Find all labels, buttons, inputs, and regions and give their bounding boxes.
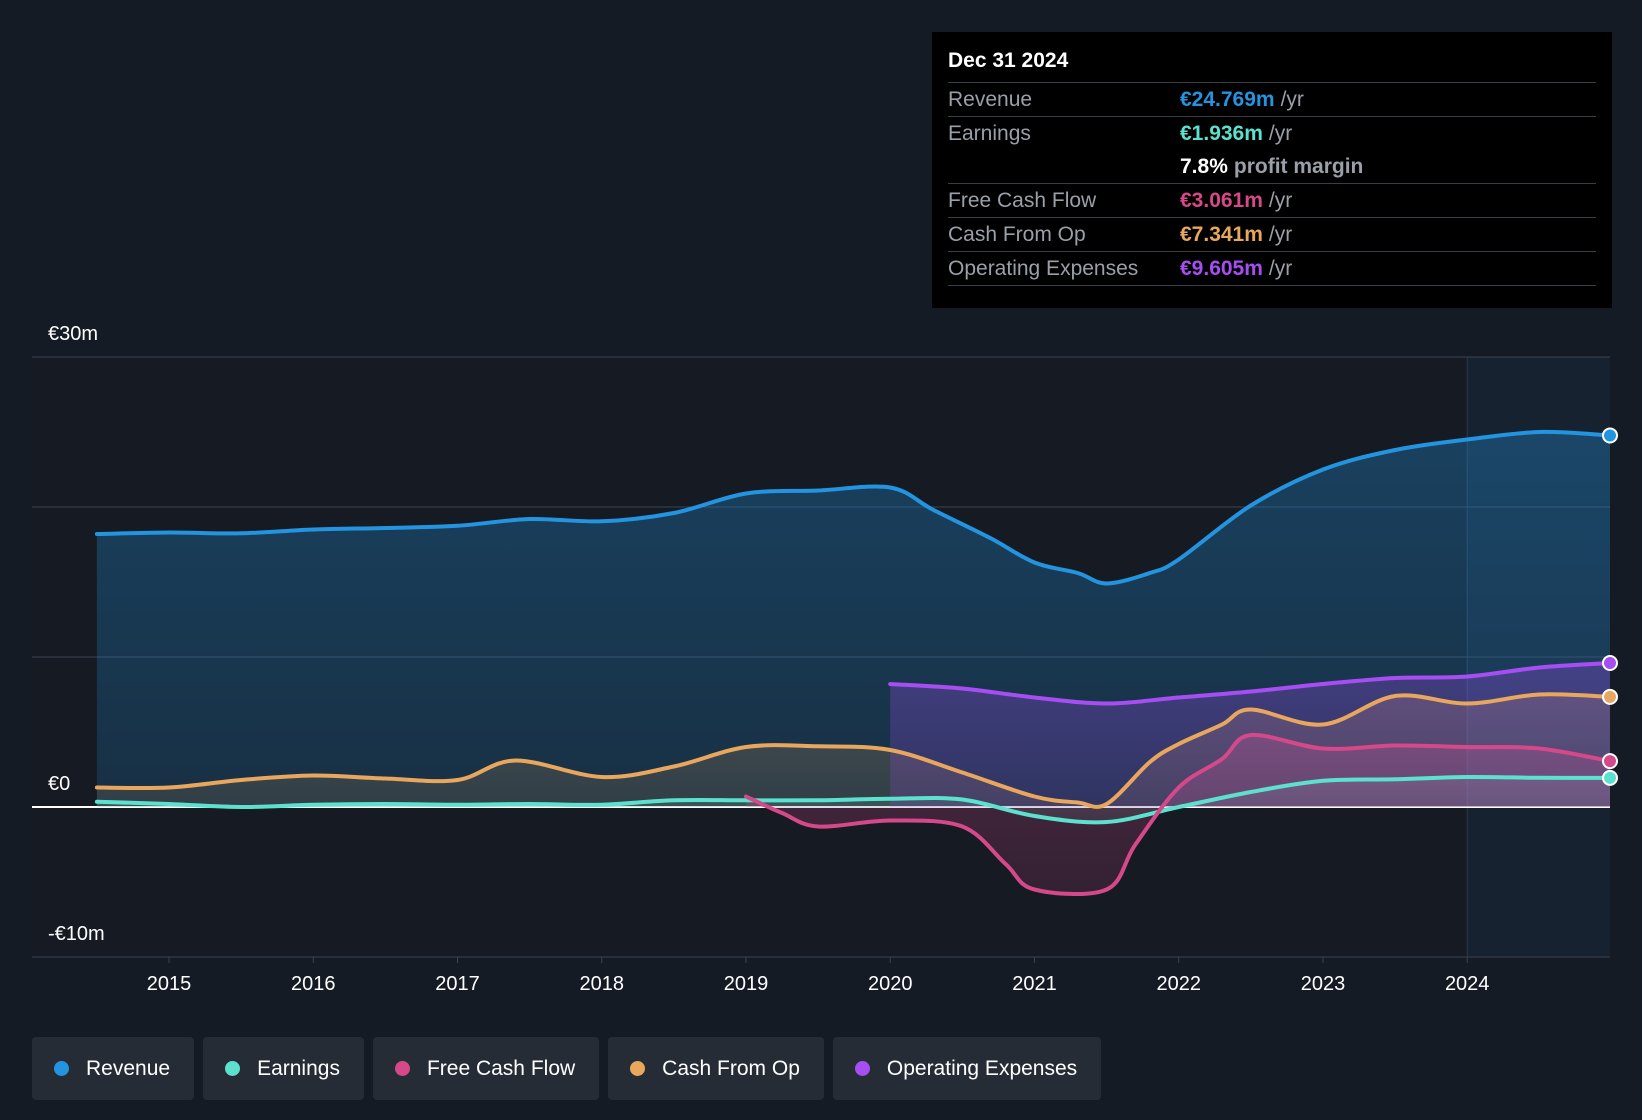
tooltip-row-cfo: Cash From Op €7.341m /yr <box>948 218 1596 252</box>
legend-item-free-cash-flow[interactable]: Free Cash Flow <box>372 1037 600 1100</box>
y-tick-label: -€10m <box>48 923 105 945</box>
legend-label-operating-expenses: Operating Expenses <box>886 1056 1078 1080</box>
tooltip-cfo-unit: /yr <box>1268 222 1293 246</box>
x-tick-label: 2016 <box>291 973 336 995</box>
revenue-end-marker <box>1602 427 1618 444</box>
tooltip-cfo-label: Cash From Op <box>948 222 1086 246</box>
financial-chart: €30m €0 -€10m 2015 2016 2017 2018 2019 2020 2021 2… <box>32 323 1618 995</box>
cash-from-op-end-marker <box>1602 688 1618 705</box>
tooltip-row-margin: 7.8% profit margin <box>948 150 1596 184</box>
operating-expenses-end-marker <box>1602 655 1618 671</box>
tooltip-row-fcf: Free Cash Flow €3.061m /yr <box>948 184 1596 218</box>
y-tick-label: €30m <box>48 323 98 345</box>
tooltip-fcf-value: €3.061m <box>1180 188 1263 212</box>
tooltip-earnings-unit: /yr <box>1268 121 1293 145</box>
y-tick-label: €0 <box>48 773 70 795</box>
tooltip-margin-value: 7.8% <box>1180 154 1228 178</box>
tooltip-opex-label: Operating Expenses <box>948 256 1139 280</box>
tooltip-row-revenue: Revenue €24.769m /yr <box>948 83 1596 117</box>
x-tick-label: 2023 <box>1301 973 1346 995</box>
earnings-dot-icon <box>225 1061 241 1076</box>
tooltip-fcf-label: Free Cash Flow <box>948 188 1097 212</box>
x-tick-label: 2024 <box>1445 973 1490 995</box>
legend-item-revenue[interactable]: Revenue <box>32 1037 195 1100</box>
tooltip-opex-unit: /yr <box>1268 256 1293 280</box>
revenue-dot-icon <box>54 1061 69 1076</box>
earnings-end-marker <box>1602 769 1618 786</box>
x-tick-label: 2022 <box>1156 973 1201 995</box>
x-tick-label: 2018 <box>580 973 625 995</box>
tooltip-revenue-label: Revenue <box>948 87 1033 111</box>
legend-label-revenue: Revenue <box>86 1056 171 1080</box>
tooltip-cfo-value: €7.341m <box>1180 222 1263 246</box>
legend-item-operating-expenses[interactable]: Operating Expenses <box>832 1037 1102 1100</box>
tooltip-margin-label: profit margin <box>1233 154 1364 178</box>
x-tick-label: 2021 <box>1012 973 1057 995</box>
tooltip-earnings-value: €1.936m <box>1180 121 1263 145</box>
legend-label-earnings: Earnings <box>257 1056 340 1080</box>
tooltip-date: Dec 31 2024 <box>948 46 1596 83</box>
x-tick-label: 2015 <box>147 973 192 995</box>
legend-label-cash-from-op: Cash From Op <box>662 1056 800 1080</box>
legend-label-free-cash-flow: Free Cash Flow <box>426 1056 576 1080</box>
free-cash-flow-dot-icon <box>394 1061 410 1076</box>
legend-item-cash-from-op[interactable]: Cash From Op <box>608 1037 824 1100</box>
tooltip-earnings-label: Earnings <box>948 121 1031 145</box>
earnings-line <box>94 774 1612 825</box>
cash-from-op-dot-icon <box>630 1061 646 1076</box>
chart-legend: Revenue Earnings Free Cash Flow Cash Fro… <box>32 1037 1102 1100</box>
tooltip-row-opex: Operating Expenses €9.605m /yr <box>948 252 1596 286</box>
tooltip-fcf-unit: /yr <box>1268 188 1293 212</box>
revenue-line <box>94 429 1612 586</box>
legend-item-earnings[interactable]: Earnings <box>203 1037 364 1100</box>
tooltip-row-earnings: Earnings €1.936m /yr <box>948 117 1596 150</box>
cash-from-op-line <box>94 692 1612 809</box>
data-tooltip: Dec 31 2024 Revenue €24.769m /yr Earning… <box>932 32 1612 308</box>
operating-expenses-line <box>888 661 1612 706</box>
tooltip-revenue-unit: /yr <box>1280 87 1304 111</box>
free-cash-flow-end-marker <box>1602 753 1618 770</box>
free-cash-flow-line <box>744 732 1612 897</box>
x-tick-label: 2019 <box>724 973 769 995</box>
x-tick-label: 2020 <box>868 973 913 995</box>
tooltip-revenue-value: €24.769m <box>1180 87 1275 111</box>
x-tick-label: 2017 <box>435 973 480 995</box>
tooltip-opex-value: €9.605m <box>1180 256 1263 280</box>
operating-expenses-dot-icon <box>854 1061 870 1076</box>
